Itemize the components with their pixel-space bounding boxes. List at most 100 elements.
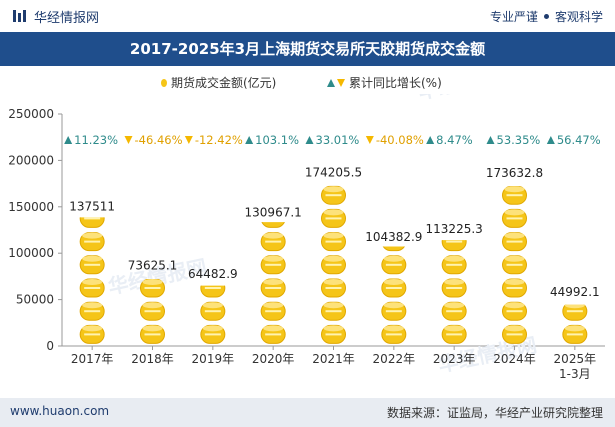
coin-icon [321,278,346,298]
growth-value-label: 103.1% [255,133,299,147]
coin-icon [441,301,467,321]
coin-icon [260,255,286,275]
coin-icon [260,324,286,344]
brand-logo: 华经情报网 [12,7,100,26]
growth-value-label: 33.01% [316,133,360,147]
triangle-up-icon [426,136,435,144]
bar-coin-stack [79,217,105,344]
coin-icon [321,255,346,275]
growth-marker: -40.08% [365,133,424,147]
chart-title: 2017-2025年3月上海期货交易所天胶期货成交金额 [129,40,486,58]
growth-value-label: 56.47% [557,133,601,147]
coin-icon [562,324,588,344]
coin-icon [140,324,165,344]
bar-value-label: 173632.8 [486,166,543,180]
y-tick-label: 200000 [8,153,54,167]
y-tick-label: 0 [46,339,54,353]
triangle-down-icon [184,136,193,144]
bar-coin-stack [321,185,346,344]
bar-coin-stack [140,278,165,344]
coin-icon [260,301,286,321]
x-tick-label: 2020年 [252,352,295,366]
coin-icon [79,301,105,321]
bar-value-label: 137511 [69,199,115,213]
growth-value-label: 53.35% [497,133,541,147]
coin-icon [79,278,105,298]
coin-icon [502,301,527,321]
growth-marker: -46.46% [124,133,183,147]
coin-icon [441,278,467,298]
legend-label-amount: 期货成交金额(亿元) [171,76,277,90]
watermark: 华经情报网 [416,94,519,104]
growth-marker: -12.42% [184,133,243,147]
brand-name: 华经情报网 [34,10,100,26]
coin-icon [79,324,105,344]
coin-icon [260,232,286,252]
legend-item-amount: 期货成交金额(亿元) [160,74,276,91]
bar-value-label: 104382.9 [365,230,422,244]
y-tick-label: 150000 [8,200,54,214]
growth-value-label: -40.08% [376,133,424,147]
growth-marker: 103.1% [245,133,299,147]
x-tick-label: 2019年 [192,352,235,366]
coin-icon [502,255,527,275]
y-tick-label: 100000 [8,246,54,260]
coin-icon [502,278,527,298]
coin-icon [200,324,226,344]
x-tick-label: 2024年 [493,352,536,366]
growth-value-label: 8.47% [436,133,473,147]
bar-value-label: 44992.1 [550,285,600,299]
bar-coin-stack [562,304,588,344]
coin-icon [441,324,467,344]
bar-coin-stack [200,285,226,344]
triangle-legend-icon [327,78,345,87]
coin-icon [441,255,467,275]
coin-icon [381,278,407,298]
x-tick-label: 2023年 [433,352,476,366]
coin-icon [321,208,346,228]
coin-icon [140,301,165,321]
triangle-up-icon [486,136,495,144]
coin-legend-icon [161,78,167,87]
coin-icon [441,240,467,252]
bar-coin-stack [260,222,286,344]
coin-icon [260,278,286,298]
triangle-down-icon [365,136,374,144]
coin-icon [502,208,527,228]
x-tick-label: 1-3月 [559,367,591,381]
bar-coin-stack [441,240,467,344]
coin-icon [79,232,105,252]
growth-marker: 33.01% [305,133,360,147]
x-tick-label: 2018年 [131,352,174,366]
bar-value-label: 130967.1 [245,205,302,219]
legend-label-growth: 累计同比增长(%) [349,76,442,90]
growth-marker: 53.35% [486,133,541,147]
footer-source: 数据来源：证监局，华经产业研究院整理 [386,406,603,420]
triangle-up-icon [245,136,254,144]
coin-icon [502,232,527,252]
coin-icon [79,217,105,228]
growth-marker: 8.47% [426,133,473,147]
slogan-right: 客观科学 [554,10,603,24]
coin-icon [140,278,165,298]
coin-icon [381,255,407,275]
coin-icon [321,232,346,252]
coin-icon [562,304,588,321]
legend-item-growth: 累计同比增长(%) [326,74,442,91]
triangle-up-icon [546,136,555,144]
x-tick-label: 2021年 [312,352,355,366]
bar-value-label: 73625.1 [128,259,178,273]
coin-icon [382,246,406,252]
chart-legend: 期货成交金额(亿元) 累计同比增长(%) [0,70,615,92]
bar-value-label: 64482.9 [188,267,238,281]
bar-coin-stack [381,246,407,344]
growth-marker: 56.47% [546,133,601,147]
growth-value-label: 11.23% [74,133,118,147]
coin-icon [321,324,346,344]
triangle-up-icon [305,136,314,144]
coin-icon [502,186,527,205]
coin-icon [79,255,105,275]
bar-coin-stack [502,186,527,344]
coin-icon [200,301,226,321]
brand-logo-icon [13,10,26,22]
